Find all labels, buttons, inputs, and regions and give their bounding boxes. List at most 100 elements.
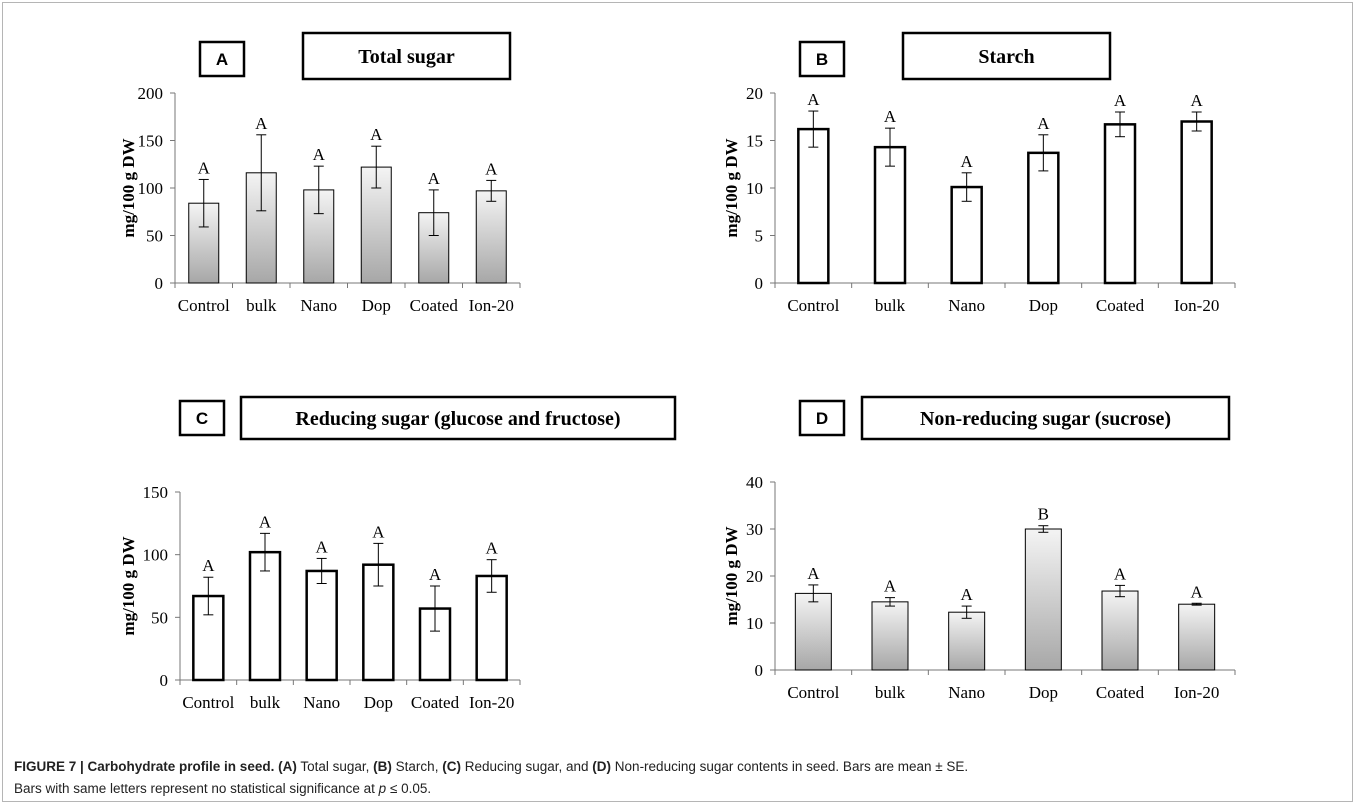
- y-axis-label: mg/100 g DW: [722, 138, 741, 237]
- bar: [475, 574, 508, 682]
- bar: [1178, 603, 1216, 671]
- significance-letter: A: [485, 159, 498, 178]
- panel-title-box: [239, 395, 677, 441]
- x-tick-label: Nano: [948, 296, 985, 315]
- bar: [797, 127, 830, 285]
- y-tick-label: 20: [746, 84, 763, 103]
- panel-title-box: [860, 395, 1231, 441]
- x-tick-label: bulk: [875, 683, 906, 702]
- x-tick-label: Ion-20: [469, 296, 514, 315]
- significance-letter: A: [1114, 564, 1127, 583]
- bar: [1024, 528, 1062, 671]
- bar: [873, 145, 907, 285]
- y-tick-label: 100: [143, 546, 169, 565]
- x-tick-label: bulk: [246, 296, 277, 315]
- x-tick-label: Nano: [948, 683, 985, 702]
- bar: [948, 611, 986, 671]
- caption-part-text: Non-reducing sugar contents in seed. Bar…: [611, 759, 969, 774]
- bar: [871, 601, 909, 671]
- significance-letter: B: [1038, 505, 1049, 524]
- significance-letter: A: [961, 152, 974, 171]
- y-tick-label: 10: [746, 614, 763, 633]
- significance-letter: A: [429, 565, 442, 584]
- panel-letter-box: [798, 399, 846, 437]
- x-tick-label: Control: [182, 693, 234, 712]
- y-tick-label: 50: [146, 227, 163, 246]
- x-tick-label: bulk: [250, 693, 281, 712]
- chart-title: Non-reducing sugar (sucrose): [920, 408, 1171, 430]
- caption-part-text: Starch,: [391, 759, 443, 774]
- bar: [1027, 151, 1060, 285]
- caption-significance-threshold: ≤ 0.05.: [386, 781, 432, 796]
- x-tick-label: Dop: [364, 693, 393, 712]
- caption-part-label: (B): [373, 759, 392, 774]
- x-tick-label: Nano: [303, 693, 340, 712]
- y-tick-label: 15: [746, 132, 763, 151]
- bar: [1180, 120, 1213, 285]
- bar: [1103, 123, 1137, 285]
- caption-part-label: (C): [442, 759, 461, 774]
- chart-title: Total sugar: [358, 46, 455, 68]
- figure-panels: A Total sugar mg/100 g DW 0 50 100 150 200 A Cont…: [119, 31, 1236, 712]
- significance-letter: A: [198, 158, 211, 177]
- x-tick-label: Dop: [362, 296, 391, 315]
- figure-caption: FIGURE 7 | Carbohydrate profile in seed.…: [14, 756, 1344, 800]
- chart-title: Starch: [978, 46, 1034, 68]
- y-tick-label: 0: [755, 274, 764, 293]
- y-tick-label: 20: [746, 567, 763, 586]
- panel-letter-box: [798, 40, 846, 78]
- y-tick-label: 200: [138, 84, 164, 103]
- caption-significance-text: Bars with same letters represent no stat…: [14, 781, 379, 796]
- panel-letter: B: [816, 50, 828, 69]
- y-axis-label: mg/100 g DW: [119, 536, 138, 635]
- chart-panel-a: A Total sugar mg/100 g DW 0 50 100 150 200 A Cont…: [119, 31, 521, 315]
- significance-letter: A: [884, 577, 897, 596]
- x-tick-label: Control: [787, 296, 839, 315]
- x-tick-label: Control: [787, 683, 839, 702]
- y-tick-label: 150: [143, 483, 169, 502]
- caption-part-text: Reducing sugar, and: [460, 759, 593, 774]
- chart-panel-c: C Reducing sugar (glucose and fructose) mg…: [119, 395, 677, 712]
- x-tick-label: bulk: [875, 296, 906, 315]
- x-tick-label: Nano: [300, 296, 337, 315]
- panel-title-box: [301, 31, 512, 81]
- y-tick-label: 150: [138, 132, 164, 151]
- significance-letter: A: [313, 145, 326, 164]
- significance-letter: A: [961, 585, 974, 604]
- x-tick-label: Control: [178, 296, 230, 315]
- bar: [305, 569, 338, 682]
- bar: [475, 190, 507, 284]
- x-tick-label: Ion-20: [469, 693, 514, 712]
- significance-letter: A: [372, 522, 385, 541]
- significance-letter: A: [807, 90, 820, 109]
- significance-letter: A: [316, 537, 329, 556]
- bar: [1101, 590, 1139, 671]
- caption-part-label: (A): [278, 759, 297, 774]
- caption-line-2: Bars with same letters represent no stat…: [14, 778, 1344, 800]
- chart-panel-d: D Non-reducing sugar (sucrose) mg/100 g DW…: [722, 395, 1236, 702]
- caption-part-text: Total sugar,: [296, 759, 374, 774]
- caption-figure-label: FIGURE 7 | Carbohydrate profile in seed.: [14, 759, 275, 774]
- significance-letter: A: [370, 125, 383, 144]
- x-tick-label: Coated: [1096, 683, 1145, 702]
- significance-letter: A: [1114, 91, 1127, 110]
- significance-letter: A: [428, 169, 441, 188]
- y-axis-label: mg/100 g DW: [119, 138, 138, 237]
- significance-letter: A: [884, 107, 897, 126]
- y-tick-label: 100: [138, 179, 164, 198]
- x-tick-label: Dop: [1029, 296, 1058, 315]
- y-tick-label: 5: [755, 227, 764, 246]
- x-tick-label: Dop: [1029, 683, 1058, 702]
- y-tick-label: 10: [746, 179, 763, 198]
- significance-letter: A: [1191, 582, 1204, 601]
- chart-title: Reducing sugar (glucose and fructose): [295, 408, 620, 430]
- x-tick-label: Ion-20: [1174, 296, 1219, 315]
- x-tick-label: Coated: [411, 693, 460, 712]
- caption-line-1: FIGURE 7 | Carbohydrate profile in seed.…: [14, 756, 1344, 778]
- x-tick-label: Ion-20: [1174, 683, 1219, 702]
- bar: [248, 550, 282, 682]
- x-tick-label: Coated: [410, 296, 459, 315]
- significance-letter: A: [1037, 114, 1050, 133]
